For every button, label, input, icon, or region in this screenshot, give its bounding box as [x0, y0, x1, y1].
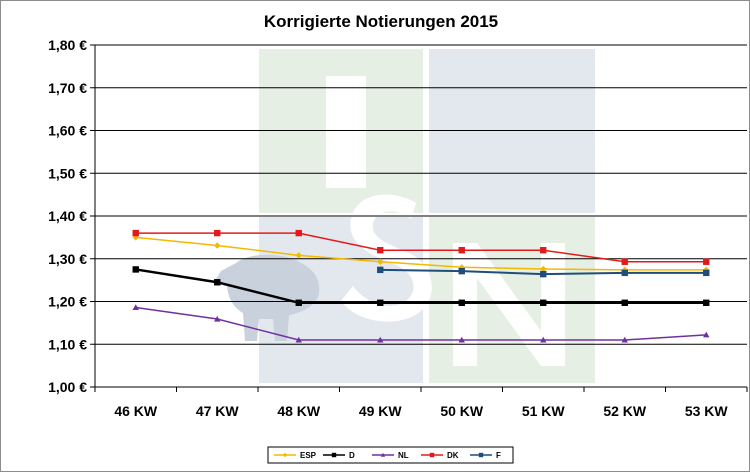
data-point: [214, 242, 221, 249]
data-point: [295, 336, 302, 343]
y-tick-label: 1,70 €: [48, 80, 87, 96]
legend-item-f: F: [470, 451, 501, 460]
data-point: [377, 336, 384, 343]
x-tick-label: 53 KW: [685, 403, 729, 419]
legend-item-dk: DK: [421, 451, 459, 460]
data-point: [540, 270, 547, 278]
y-tick-label: 1,10 €: [48, 336, 87, 352]
data-point: [458, 336, 465, 343]
data-point: [214, 279, 221, 286]
x-tick-label: 52 KW: [603, 403, 647, 419]
data-point: [703, 269, 710, 277]
axes: 1,00 € 1,10 € 1,20 € 1,30 € 1,40 € 1,50 € 1,60…: [48, 37, 748, 419]
legend-item-nl: NL: [372, 451, 409, 460]
series-line: [135, 236, 707, 271]
data-point: [478, 452, 484, 458]
data-point: [380, 452, 386, 457]
x-tick-label: 51 KW: [522, 403, 566, 419]
series-layer: [132, 229, 710, 343]
data-point: [132, 229, 139, 237]
pig-silhouette: [215, 254, 320, 341]
data-point: [540, 265, 547, 273]
y-tick-label: 1,20 €: [48, 294, 87, 310]
data-point: [458, 267, 465, 275]
data-point: [621, 299, 628, 306]
y-tick-label: 1,50 €: [48, 165, 87, 181]
y-tick-label: 1,30 €: [48, 251, 87, 267]
x-tick-label: 48 KW: [277, 403, 321, 419]
x-tick-label: 49 KW: [359, 403, 403, 419]
watermark-letter-i: [326, 76, 366, 188]
data-point: [540, 299, 547, 306]
data-point: [621, 336, 628, 343]
data-point: [377, 299, 384, 306]
legend-label: DK: [447, 451, 459, 460]
legend-item-esp: ESP: [274, 451, 317, 460]
data-point: [295, 299, 302, 306]
legend-label: ESP: [300, 451, 317, 460]
series-line: [135, 268, 707, 305]
series-nl: [132, 304, 710, 343]
data-point: [458, 247, 465, 254]
x-tick-label: 50 KW: [440, 403, 484, 419]
data-point: [331, 452, 337, 458]
data-point: [295, 252, 302, 259]
data-point: [429, 452, 435, 458]
data-point: [458, 299, 465, 306]
data-point: [703, 299, 710, 306]
gridlines: [95, 44, 747, 345]
data-point: [621, 269, 628, 277]
data-point: [377, 266, 384, 274]
data-point: [132, 234, 139, 241]
data-point: [377, 247, 384, 254]
legend-item-d: D: [323, 451, 355, 460]
data-point: [132, 304, 139, 311]
data-point: [540, 336, 547, 343]
y-tick-label: 1,00 €: [48, 379, 87, 395]
x-tick-label: 47 KW: [196, 403, 240, 419]
data-point: [295, 229, 302, 237]
series-dk: [132, 229, 710, 265]
watermark-letter-s: [341, 194, 432, 322]
data-point: [703, 258, 710, 265]
watermark-letter-n: [453, 243, 565, 366]
y-tick-label: 1,40 €: [48, 208, 87, 224]
legend-label: F: [496, 451, 501, 460]
legend: ESP D NL DK F: [267, 446, 514, 464]
data-point: [132, 266, 139, 273]
legend-label: D: [349, 451, 355, 460]
series-d: [132, 266, 710, 306]
series-line: [135, 232, 707, 263]
data-point: [621, 258, 628, 265]
x-tick-label: 46 KW: [114, 403, 158, 419]
data-point: [282, 452, 288, 458]
data-point: [703, 331, 710, 338]
data-point: [540, 247, 547, 254]
data-point: [214, 315, 221, 322]
series-line: [135, 306, 707, 341]
data-point: [214, 229, 221, 237]
y-tick-label: 1,80 €: [48, 37, 87, 53]
series-f: [377, 266, 710, 278]
data-point: [377, 258, 384, 265]
y-tick-label: 1,60 €: [48, 123, 87, 139]
legend-label: NL: [398, 451, 409, 460]
chart-title: Korrigierte Notierungen 2015: [264, 12, 498, 31]
